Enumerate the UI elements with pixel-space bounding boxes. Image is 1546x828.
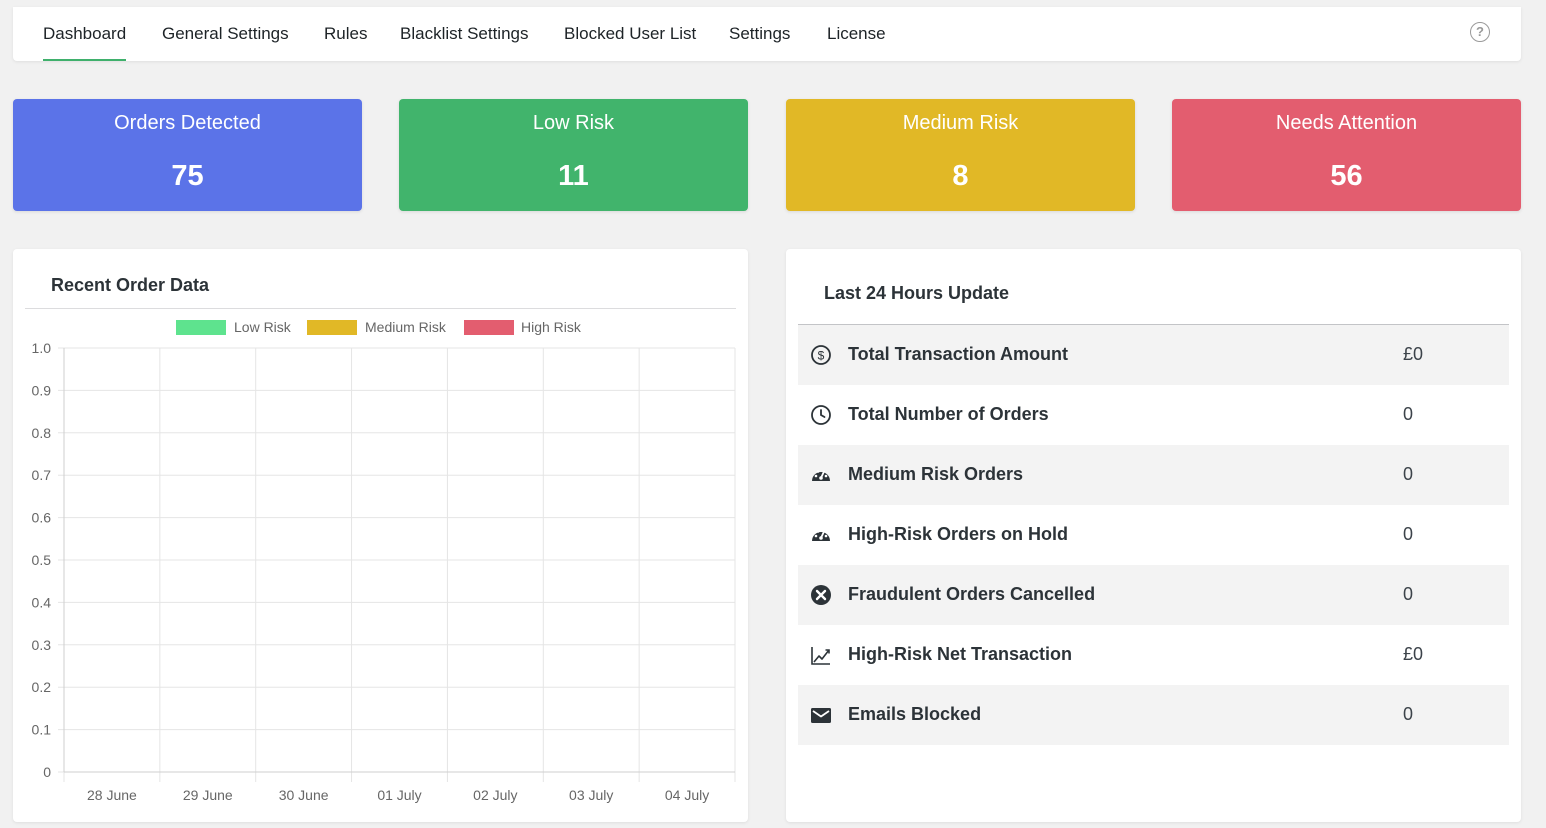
tab-general-settings[interactable]: General Settings	[162, 24, 289, 43]
card-label: Needs Attention	[1275, 112, 1418, 134]
y-tick-label: 0.9	[32, 382, 52, 398]
x-tick-label: 04 July	[665, 787, 709, 803]
legend-swatch-low-risk	[176, 320, 226, 335]
row-total-number-of-orders: Total Number of Orders 0	[798, 385, 1509, 445]
tab-blacklist-settings[interactable]: Blacklist Settings	[400, 24, 529, 43]
row-medium-risk-orders: Medium Risk Orders 0	[798, 445, 1509, 505]
tab-rules[interactable]: Rules	[324, 24, 368, 43]
y-tick-label: 0.5	[32, 552, 52, 568]
tab-dashboard[interactable]: Dashboard	[43, 24, 127, 61]
card-value: 11	[558, 160, 589, 192]
clock-icon	[811, 405, 831, 425]
envelope-icon	[811, 708, 831, 723]
panel-divider	[25, 308, 736, 309]
gauge-icon	[812, 470, 830, 481]
tab-license[interactable]: License	[827, 24, 886, 43]
gauge-icon	[812, 530, 830, 541]
recent-order-title: Recent Order Data	[51, 275, 210, 295]
tab-settings[interactable]: Settings	[729, 24, 791, 43]
panel-divider	[798, 324, 1509, 325]
card-orders-detected: Orders Detected 75	[13, 99, 362, 211]
card-value: 75	[171, 160, 204, 192]
legend-swatch-high-risk	[464, 320, 514, 335]
card-label: Low Risk	[532, 112, 615, 134]
x-circle-icon	[811, 585, 831, 605]
row-label: Fraudulent Orders Cancelled	[848, 584, 1096, 604]
legend-label-medium-risk: Medium Risk	[365, 319, 446, 335]
y-tick-label: 0	[43, 764, 51, 780]
x-tick-label: 01 July	[377, 787, 421, 803]
tab-blocked-user-list[interactable]: Blocked User List	[564, 24, 697, 43]
row-value: 0	[1403, 524, 1414, 544]
x-tick-label: 03 July	[569, 787, 613, 803]
svg-text:$: $	[818, 349, 825, 363]
y-tick-label: 0.1	[32, 722, 52, 738]
x-tick-label: 28 June	[87, 787, 137, 803]
y-tick-label: 1.0	[32, 340, 52, 356]
row-label: Emails Blocked	[848, 704, 982, 724]
last24-title: Last 24 Hours Update	[824, 283, 1010, 303]
dollar-circle-icon: $	[811, 345, 831, 365]
card-label: Medium Risk	[902, 112, 1019, 134]
card-needs-attention: Needs Attention 56	[1172, 99, 1521, 211]
row-emails-blocked: Emails Blocked 0	[798, 685, 1509, 745]
y-tick-label: 0.6	[32, 510, 52, 526]
card-medium-risk: Medium Risk 8	[786, 99, 1135, 211]
row-label: High-Risk Orders on Hold	[848, 524, 1069, 544]
row-high-risk-orders-on-hold: High-Risk Orders on Hold 0	[798, 505, 1509, 565]
card-low-risk: Low Risk 11	[399, 99, 748, 211]
card-value: 8	[952, 160, 969, 192]
legend-label-high-risk: High Risk	[521, 319, 581, 335]
row-label: Medium Risk Orders	[848, 464, 1024, 484]
row-value: 0	[1403, 404, 1414, 424]
help-icon[interactable]: ?	[1470, 22, 1490, 42]
trend-chart-icon	[811, 647, 830, 665]
legend-label-low-risk: Low Risk	[234, 319, 291, 335]
row-high-risk-net-transaction: High-Risk Net Transaction £0	[798, 625, 1509, 685]
row-value: 0	[1403, 464, 1414, 484]
row-total-transaction-amount: $ Total Transaction Amount £0	[798, 325, 1509, 385]
y-tick-label: 0.4	[32, 594, 52, 610]
card-label: Orders Detected	[114, 112, 261, 134]
row-value: £0	[1403, 644, 1424, 664]
x-tick-label: 29 June	[183, 787, 233, 803]
y-tick-label: 0.8	[32, 425, 52, 441]
row-value: £0	[1403, 344, 1424, 364]
top-nav: Dashboard General Settings Rules Blackli…	[13, 7, 1521, 61]
row-label: Total Transaction Amount	[848, 344, 1069, 364]
y-tick-label: 0.3	[32, 637, 52, 653]
card-value: 56	[1330, 160, 1363, 192]
row-label: Total Number of Orders	[848, 404, 1049, 424]
row-fraudulent-orders-cancelled: Fraudulent Orders Cancelled 0	[798, 565, 1509, 625]
x-tick-label: 02 July	[473, 787, 517, 803]
legend-swatch-medium-risk	[307, 320, 357, 335]
x-tick-label: 30 June	[279, 787, 329, 803]
row-label: High-Risk Net Transaction	[848, 644, 1073, 664]
y-tick-label: 0.2	[32, 679, 52, 695]
y-tick-label: 0.7	[32, 467, 52, 483]
row-value: 0	[1403, 704, 1414, 724]
recent-order-panel	[13, 249, 748, 822]
order-line-chart: 0 0.1 0.2 0.3 0.4 0.5 0.6 0.7 0.8 0.9 1.0 28 June 29…	[32, 340, 736, 803]
row-value: 0	[1403, 584, 1414, 604]
